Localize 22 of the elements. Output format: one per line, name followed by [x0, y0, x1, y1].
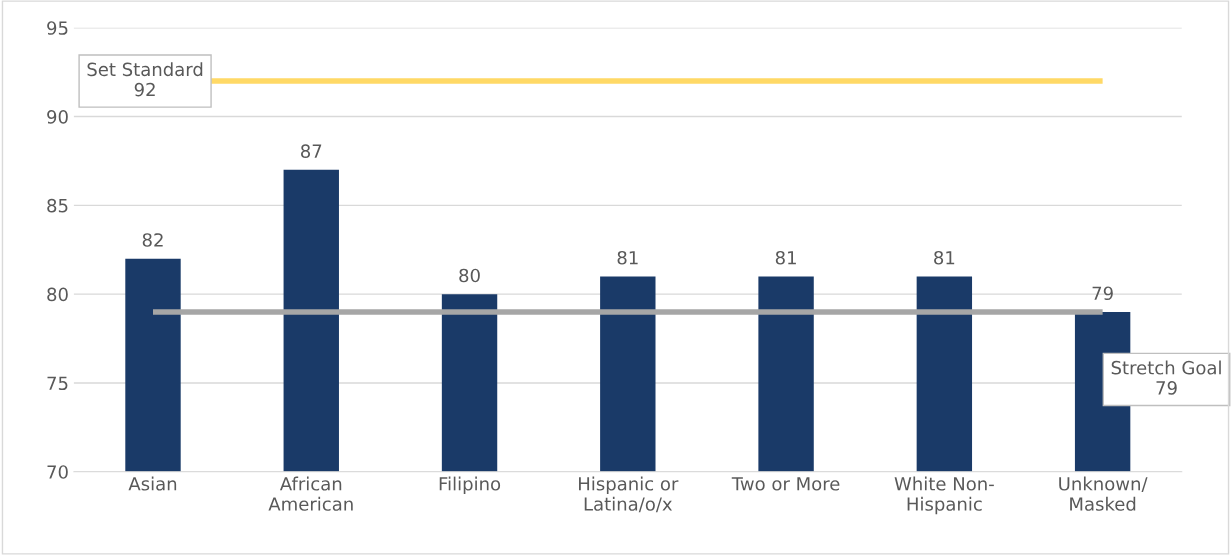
ref-line-label: Stretch Goal 79 — [1111, 360, 1221, 395]
x-tick-label: Two or More — [731, 477, 840, 491]
data-label: 82 — [142, 233, 163, 247]
data-label: 81 — [934, 250, 955, 265]
data-label: 81 — [617, 250, 638, 265]
ref-line-label: Set Standard 92 — [87, 62, 203, 97]
y-tick-label: 70 — [47, 465, 68, 479]
data-label: 80 — [459, 268, 480, 283]
data-label: 87 — [301, 144, 322, 158]
x-tick-label: Asian — [128, 476, 177, 491]
data-label: 79 — [1092, 286, 1113, 301]
x-tick-label: Hispanic or Latina/o/x — [579, 476, 679, 513]
x-tick-label: African American — [268, 476, 353, 511]
y-tick-label: 75 — [47, 376, 68, 391]
y-tick-label: 85 — [47, 198, 68, 213]
y-tick-label: 80 — [47, 287, 68, 302]
data-label: 81 — [775, 250, 796, 265]
y-tick-label: 90 — [47, 110, 68, 124]
x-tick-label: Filipino — [439, 476, 501, 495]
x-tick-label: White Non- Hispanic — [894, 476, 994, 515]
x-tick-label: Unknown/ Masked — [1059, 476, 1148, 511]
y-tick-label: 95 — [47, 21, 68, 35]
